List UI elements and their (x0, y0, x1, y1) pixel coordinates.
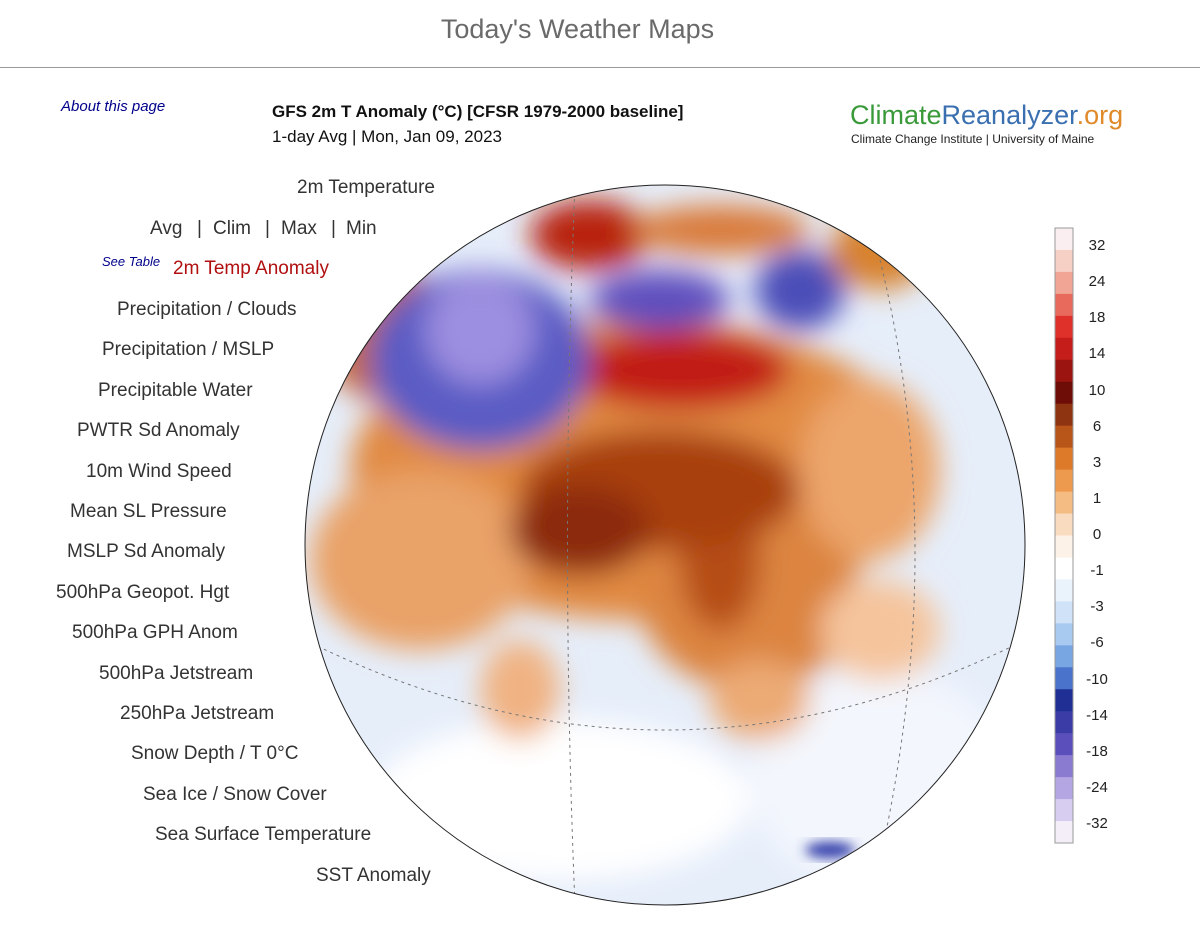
see-table-link[interactable]: See Table (102, 254, 161, 269)
colorbar-swatch (1055, 403, 1073, 427)
colorbar-label: -10 (1086, 670, 1108, 688)
colorbar-swatch (1055, 601, 1073, 624)
about-link[interactable]: About this page (61, 98, 166, 115)
menu-item[interactable]: Precipitation / Clouds (117, 299, 297, 320)
colorbar-swatch (1055, 821, 1073, 844)
menu-item[interactable]: Min (346, 218, 377, 239)
menu-separator: | (197, 218, 202, 239)
menu-item[interactable]: Mean SL Pressure (70, 501, 227, 522)
colorbar-label: 6 (1092, 417, 1102, 435)
colorbar-swatch (1055, 557, 1073, 580)
page-title: Today's Weather Maps (440, 14, 715, 44)
colorbar-swatch (1055, 755, 1073, 778)
colorbar-swatch (1055, 315, 1073, 339)
menu-item[interactable]: Precipitation / MSLP (102, 339, 275, 361)
colorbar-swatch (1055, 623, 1073, 646)
colorbar-swatch (1055, 381, 1073, 405)
menu-item[interactable]: Sea Ice / Snow Cover (143, 783, 327, 805)
colorbar-swatch (1055, 425, 1073, 449)
colorbar-label: 1 (1092, 489, 1102, 507)
menu-item[interactable]: Clim (213, 218, 251, 239)
menu-item[interactable]: Max (281, 218, 317, 239)
menu-item[interactable]: 500hPa Jetstream (99, 662, 254, 684)
menu-item[interactable]: 500hPa GPH Anom (72, 622, 238, 644)
menu-separator: | (265, 218, 270, 239)
menu-item-selected[interactable]: 2m Temp Anomaly (173, 258, 329, 279)
map-subtitle: 1-day Avg | Mon, Jan 09, 2023 (272, 127, 502, 146)
colorbar-label: 0 (1092, 526, 1102, 543)
divider (0, 67, 1200, 68)
colorbar-swatch (1055, 359, 1073, 383)
colorbar-swatch (1055, 733, 1073, 756)
menu-separator: | (331, 218, 336, 239)
colorbar-swatch (1055, 491, 1073, 515)
colorbar-label: -18 (1086, 742, 1108, 760)
colorbar-swatch (1055, 513, 1073, 536)
colorbar-label: 18 (1088, 309, 1106, 327)
map-title: GFS 2m T Anomaly (°C) [CFSR 1979-2000 ba… (272, 102, 684, 121)
logo-part: .org (1076, 100, 1124, 130)
colorbar-swatch (1055, 228, 1073, 251)
colorbar-swatch (1055, 535, 1073, 558)
colorbar-swatch (1055, 777, 1073, 800)
colorbar (1054, 227, 1074, 844)
logo[interactable]: ClimateReanalyzer.org (850, 100, 1123, 131)
globe (305, 185, 1025, 905)
colorbar-swatch (1055, 799, 1073, 822)
colorbar-swatch (1055, 711, 1073, 734)
colorbar-label: -14 (1086, 706, 1108, 724)
colorbar-swatch (1055, 469, 1073, 493)
menu-item[interactable]: 10m Wind Speed (86, 460, 232, 482)
menu-item[interactable]: PWTR Sd Anomaly (77, 420, 240, 442)
menu-item[interactable]: 500hPa Geopot. Hgt (56, 581, 230, 603)
colorbar-label: 10 (1088, 381, 1106, 399)
colorbar-label: -24 (1086, 778, 1108, 796)
colorbar-label: 14 (1088, 345, 1106, 363)
colorbar-swatch (1055, 293, 1073, 317)
colorbar-outline (1054, 227, 1074, 844)
menu-item[interactable]: Avg (150, 218, 183, 239)
colorbar-label: -1 (1090, 562, 1104, 580)
colorbar-swatch (1055, 579, 1073, 602)
colorbar-label: 32 (1088, 237, 1106, 254)
colorbar-label: -32 (1086, 815, 1108, 832)
colorbar-swatch (1055, 667, 1073, 690)
menu-item[interactable]: Snow Depth / T 0°C (131, 743, 299, 765)
colorbar-swatch (1055, 249, 1073, 273)
menu-item[interactable]: MSLP Sd Anomaly (67, 541, 226, 563)
menu-item[interactable]: SST Anomaly (316, 864, 431, 886)
menu-item[interactable]: 2m Temperature (297, 177, 435, 198)
colorbar-label: -3 (1090, 598, 1104, 616)
colorbar-swatch (1055, 447, 1073, 471)
colorbar-swatch (1055, 689, 1073, 712)
colorbar-swatch (1055, 337, 1073, 361)
globe-outline (304, 184, 1026, 906)
colorbar-swatch (1055, 271, 1073, 295)
colorbar-label: 3 (1092, 453, 1102, 471)
logo-part: Reanalyzer (941, 100, 1077, 130)
colorbar-label: 24 (1088, 273, 1106, 291)
logo-part: Climate (850, 100, 942, 130)
menu-item[interactable]: 250hPa Jetstream (120, 703, 275, 724)
logo-tagline: Climate Change Institute | University of… (851, 132, 1095, 146)
menu-item[interactable]: Precipitable Water (98, 379, 253, 401)
colorbar-label: -6 (1090, 634, 1104, 652)
colorbar-swatch (1055, 645, 1073, 668)
menu-item[interactable]: Sea Surface Temperature (155, 824, 372, 846)
